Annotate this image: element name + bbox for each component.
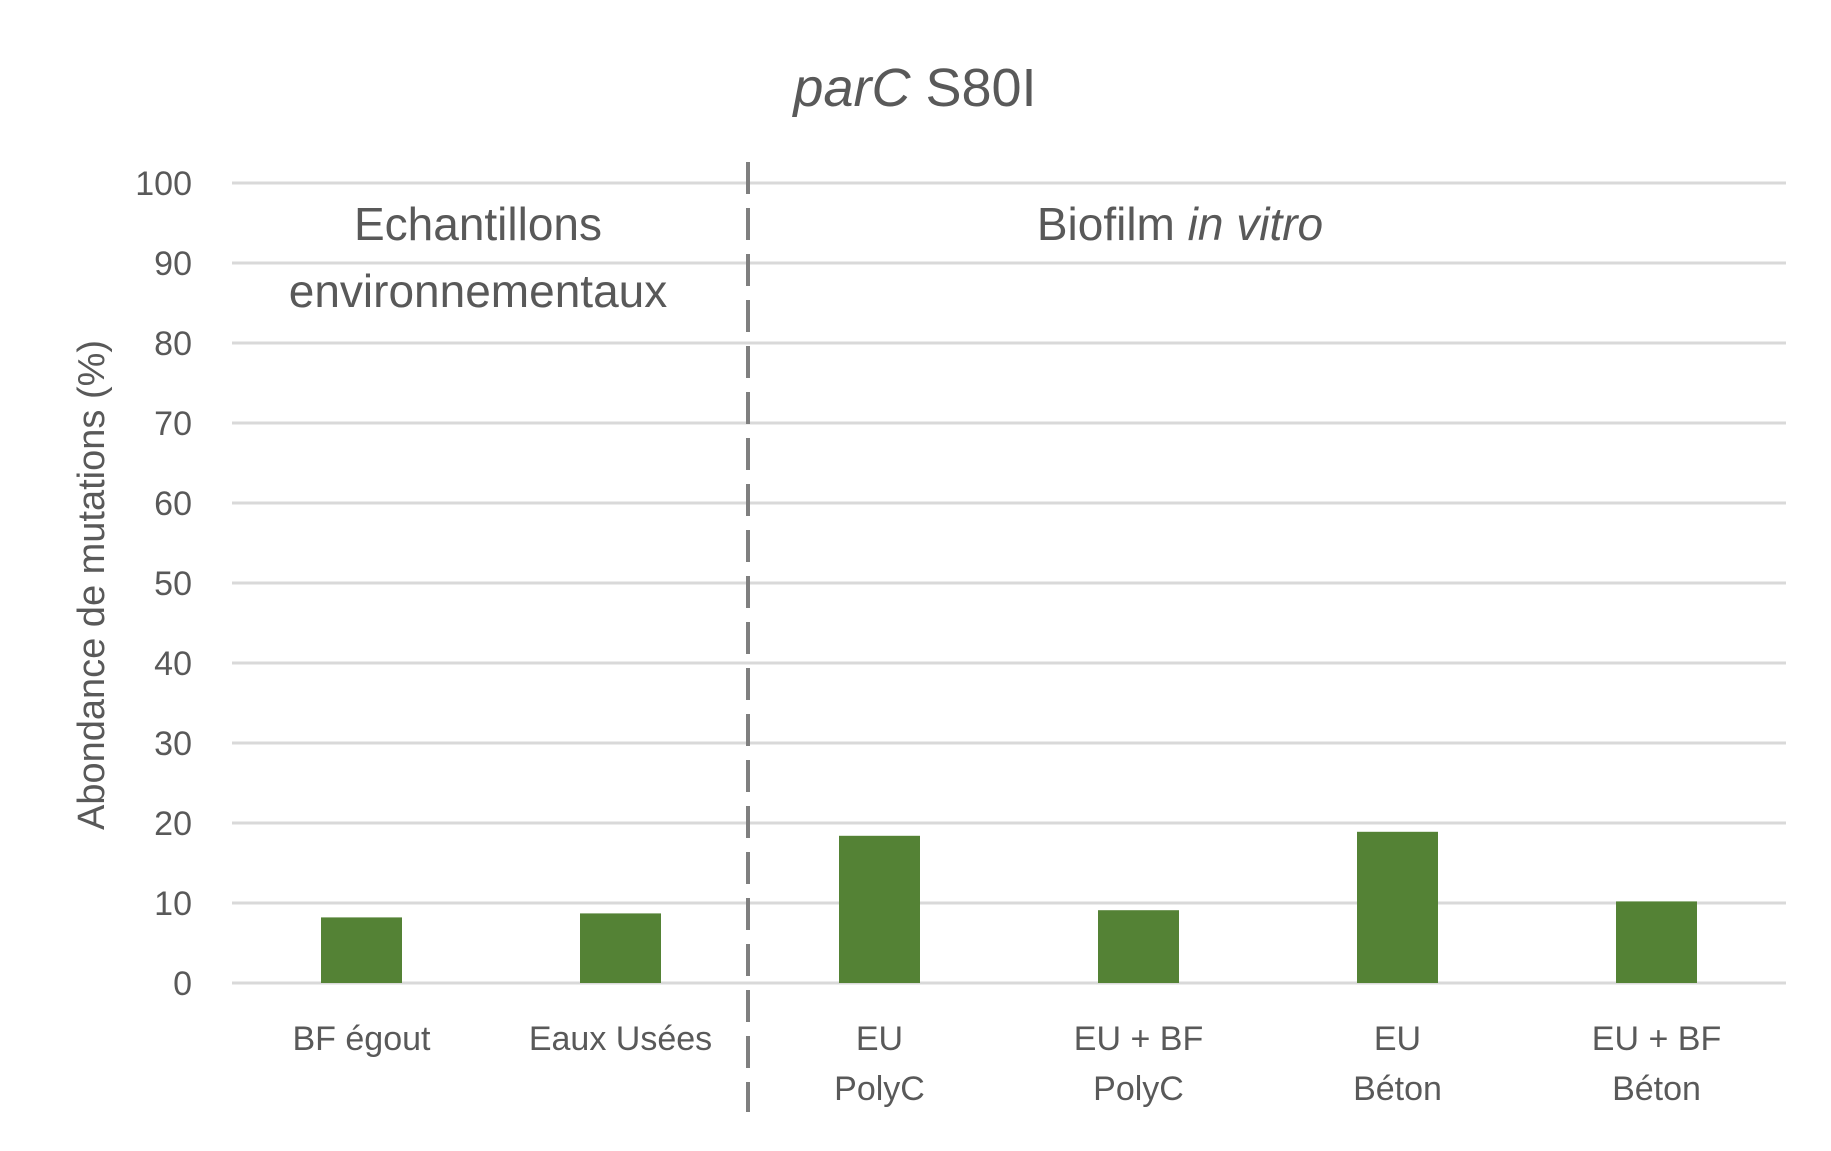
bar-3 — [1098, 910, 1179, 983]
group-label-biofilm-plain: Biofilm — [1037, 198, 1188, 250]
y-tick-label-60: 60 — [154, 485, 192, 523]
group-label-biofilm: Biofilm in vitro — [1037, 198, 1323, 250]
x-tick-label-2-line-1: EU — [856, 1020, 903, 1058]
bar-5 — [1616, 901, 1697, 983]
group-label-environmental-line2: environnementaux — [289, 265, 667, 317]
x-tick-label-5-line-1: EU + BF — [1592, 1020, 1721, 1058]
y-tick-label-0: 0 — [173, 965, 192, 1003]
x-tick-label-0-line-1: BF égout — [293, 1020, 432, 1058]
x-tick-label-4-line-1: EU — [1374, 1020, 1421, 1058]
chart-title-rest: S80I — [910, 58, 1036, 118]
bar-2 — [839, 835, 920, 983]
x-tick-label-3-line-2: PolyC — [1093, 1070, 1184, 1108]
y-tick-label-20: 20 — [154, 805, 192, 843]
gridlines — [232, 181, 1786, 985]
bars — [321, 831, 1697, 983]
y-tick-label-70: 70 — [154, 405, 192, 443]
y-tick-label-90: 90 — [154, 245, 192, 283]
y-tick-label-80: 80 — [154, 325, 192, 363]
x-tick-labels: BF égout Eaux Usées EU PolyC EU + BF PolyC EU B… — [293, 1020, 1722, 1108]
x-tick-label-2-line-2: PolyC — [834, 1070, 925, 1108]
y-tick-label-50: 50 — [154, 565, 192, 603]
group-label-environmental-line1: Echantillons — [354, 198, 602, 250]
y-tick-label-100: 100 — [135, 165, 192, 203]
bar-4 — [1357, 831, 1438, 983]
x-tick-label-5-line-2: Béton — [1612, 1070, 1701, 1108]
y-tick-label-40: 40 — [154, 645, 192, 683]
group-label-biofilm-italic: in vitro — [1188, 198, 1323, 250]
x-tick-label-4-line-2: Béton — [1353, 1070, 1442, 1108]
y-tick-label-30: 30 — [154, 725, 192, 763]
chart-title: parC S80I — [791, 58, 1036, 118]
bar-0 — [321, 917, 402, 983]
bar-1 — [580, 913, 661, 983]
y-tick-label-10: 10 — [154, 885, 192, 923]
y-tick-labels: 0 10 20 30 40 50 60 70 80 90 100 — [135, 165, 192, 1003]
x-tick-label-3-line-1: EU + BF — [1074, 1020, 1203, 1058]
x-tick-label-1-line-1: Eaux Usées — [529, 1020, 712, 1058]
chart-title-italic: parC — [791, 58, 911, 118]
y-axis-label: Abondance de mutations (%) — [71, 340, 113, 830]
